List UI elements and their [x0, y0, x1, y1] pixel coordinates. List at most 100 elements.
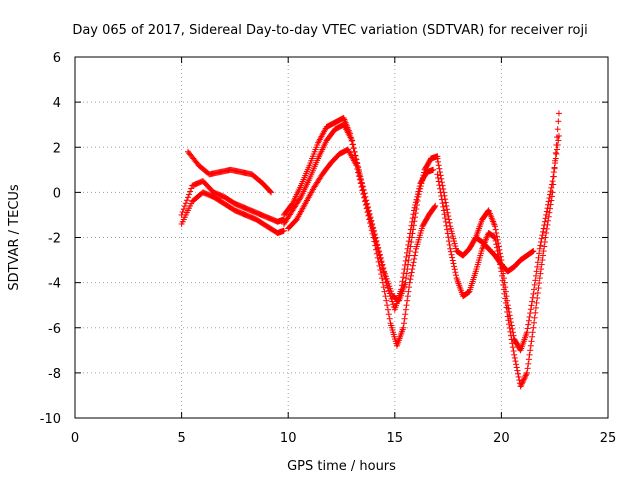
data-point — [405, 257, 412, 264]
y-tick-label: -10 — [40, 412, 61, 427]
data-point — [514, 367, 521, 374]
data-point — [384, 302, 391, 309]
data-point — [446, 219, 453, 226]
data-point — [532, 304, 539, 311]
data-point — [539, 228, 546, 235]
data-point — [368, 227, 375, 234]
data-point — [518, 382, 525, 389]
data-point — [451, 266, 458, 273]
data-point — [400, 270, 407, 277]
data-point — [554, 134, 561, 141]
data-point — [444, 230, 451, 237]
data-point — [402, 306, 409, 313]
data-point — [402, 262, 409, 269]
data-point — [499, 272, 506, 279]
data-point — [506, 324, 513, 331]
data-point — [504, 308, 511, 315]
data-point — [530, 290, 537, 297]
data-point — [297, 195, 304, 202]
data-point — [379, 279, 386, 286]
data-point — [554, 126, 561, 133]
data-point — [405, 241, 412, 248]
data-point — [525, 356, 532, 363]
data-point — [547, 205, 554, 212]
data-point — [508, 336, 515, 343]
data-point — [546, 209, 553, 216]
data-point — [548, 193, 555, 200]
data-point — [379, 266, 386, 273]
data-point — [440, 203, 447, 210]
data-point — [385, 311, 392, 318]
data-point — [549, 189, 556, 196]
data-point — [540, 248, 547, 255]
data-point — [492, 234, 499, 241]
data-point — [409, 266, 416, 273]
data-point — [367, 220, 374, 227]
data-point — [548, 197, 555, 204]
data-point — [535, 285, 542, 292]
data-point — [373, 246, 380, 253]
data-point — [545, 217, 552, 224]
data-point — [507, 332, 514, 339]
data-point — [411, 204, 418, 211]
series-track-7 — [434, 132, 562, 354]
data-point — [529, 333, 536, 340]
data-point — [505, 317, 512, 324]
data-point — [527, 347, 534, 354]
data-point — [416, 185, 423, 192]
data-point — [182, 200, 189, 207]
data-point — [350, 145, 357, 152]
y-tick-label: 0 — [53, 186, 61, 201]
data-point — [520, 376, 527, 383]
data-point — [527, 306, 534, 313]
x-tick-label: 15 — [387, 431, 404, 446]
data-point — [531, 319, 538, 326]
data-point — [406, 234, 413, 241]
data-point — [373, 250, 380, 257]
data-point — [531, 281, 538, 288]
data-point — [533, 268, 540, 275]
data-points — [178, 110, 562, 390]
data-point — [452, 272, 459, 279]
data-point — [388, 295, 395, 302]
data-point — [552, 157, 559, 164]
data-point — [524, 325, 531, 332]
data-point — [382, 293, 389, 300]
data-point — [386, 290, 393, 297]
data-point — [381, 288, 388, 295]
x-axis-title: GPS time / hours — [287, 459, 396, 474]
data-point — [523, 369, 530, 376]
data-point — [533, 299, 540, 306]
data-point — [523, 371, 530, 378]
data-point — [515, 373, 522, 380]
data-point — [510, 347, 517, 354]
x-tick-label: 10 — [280, 431, 297, 446]
data-point — [361, 194, 368, 201]
data-point — [525, 321, 532, 328]
data-point — [538, 261, 545, 268]
data-point — [353, 162, 360, 169]
data-point — [188, 185, 195, 192]
data-point — [363, 205, 370, 212]
data-point — [179, 209, 186, 216]
y-tick-label: -2 — [48, 232, 61, 247]
data-point — [408, 272, 415, 279]
data-point — [515, 370, 522, 377]
data-point — [366, 216, 373, 223]
data-point — [445, 216, 452, 223]
data-point — [541, 239, 548, 246]
data-point — [404, 293, 411, 300]
data-point — [408, 222, 415, 229]
data-point — [521, 375, 528, 382]
data-point — [414, 193, 421, 200]
data-point — [409, 218, 416, 225]
data-point — [409, 215, 416, 222]
data-point — [554, 146, 561, 153]
data-point — [549, 178, 556, 185]
data-point — [536, 275, 543, 282]
data-point — [180, 206, 187, 213]
data-point — [555, 137, 562, 144]
data-point — [354, 165, 361, 172]
data-point — [534, 259, 541, 266]
